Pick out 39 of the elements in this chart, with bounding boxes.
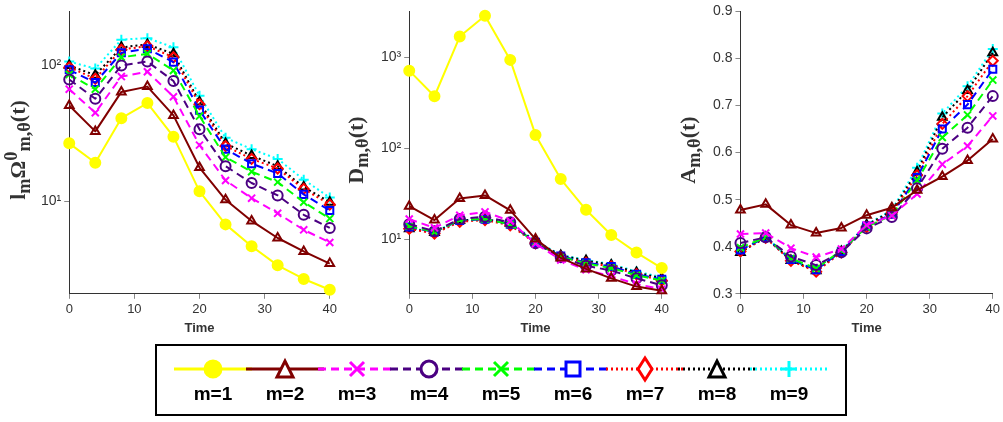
- y-tick-label: 0.8: [712, 49, 733, 66]
- x-tick-label: 0: [65, 301, 73, 317]
- x-tick-label: 10: [796, 301, 811, 317]
- x-tick-label: 10: [465, 301, 480, 317]
- y-tick-label: 0.3: [712, 284, 733, 301]
- y-tick-label: 0.9: [712, 2, 733, 19]
- legend-label: m=4: [409, 383, 449, 405]
- x-axis-title: Time: [851, 319, 882, 335]
- y-tick-label: 10²: [41, 56, 62, 73]
- y-tick-label: 10¹: [41, 192, 62, 209]
- y-tick-label: 10³: [381, 48, 402, 65]
- legend-label: m=1: [193, 383, 233, 405]
- y-tick-label: 0.6: [712, 143, 733, 160]
- legend-label: m=8: [697, 383, 737, 405]
- x-axis-title: Time: [520, 319, 551, 335]
- y-tick-label: 0.4: [712, 237, 733, 254]
- legend-label: m=9: [769, 383, 809, 405]
- legend-label: m=3: [337, 383, 377, 405]
- x-tick-label: 40: [322, 301, 337, 317]
- x-tick-label: 30: [591, 301, 606, 317]
- x-tick-label: 20: [859, 301, 874, 317]
- y-tick-label: 0.7: [712, 96, 733, 113]
- y-tick-label: 10²: [381, 139, 402, 156]
- x-tick-label: 10: [127, 301, 142, 317]
- x-tick-label: 30: [922, 301, 937, 317]
- x-tick-label: 20: [528, 301, 543, 317]
- x-tick-label: 30: [257, 301, 272, 317]
- legend-label: m=6: [553, 383, 593, 405]
- x-axis-title: Time: [184, 319, 215, 335]
- x-tick-label: 0: [736, 301, 745, 317]
- legend-label: m=5: [481, 383, 521, 405]
- x-tick-label: 20: [192, 301, 207, 317]
- x-tick-label: 40: [985, 301, 1000, 317]
- x-tick-label: 40: [654, 301, 669, 317]
- y-tick-label: 0.5: [712, 190, 733, 207]
- y-tick-label: 10¹: [381, 229, 402, 246]
- legend-label: m=7: [625, 383, 665, 405]
- x-tick-label: 0: [405, 301, 413, 317]
- legend-label: m=2: [265, 383, 305, 405]
